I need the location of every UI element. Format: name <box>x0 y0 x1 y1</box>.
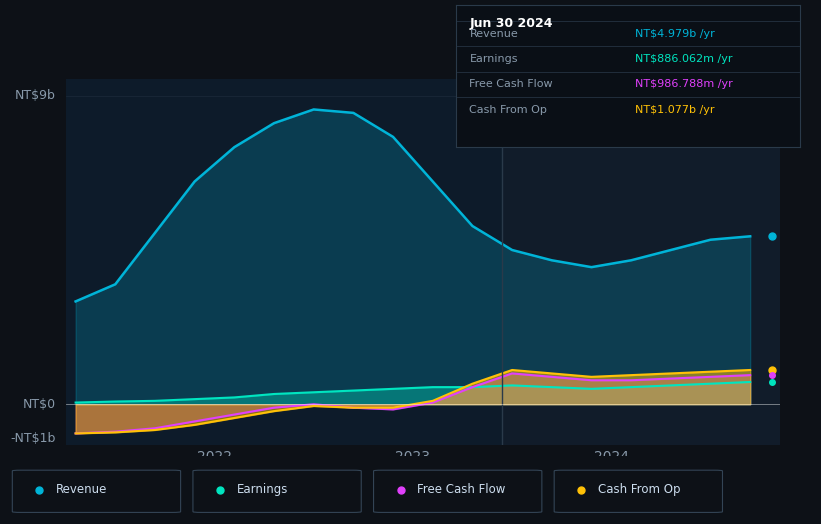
Text: Past: Past <box>750 89 776 102</box>
Text: NT$986.788m /yr: NT$986.788m /yr <box>635 80 732 90</box>
Text: Cash From Op: Cash From Op <box>470 105 548 115</box>
Text: Revenue: Revenue <box>56 484 108 496</box>
Text: Earnings: Earnings <box>236 484 288 496</box>
Text: Revenue: Revenue <box>470 28 518 39</box>
Text: -NT$1b: -NT$1b <box>11 432 56 445</box>
Text: Jun 30 2024: Jun 30 2024 <box>470 17 553 29</box>
Text: Cash From Op: Cash From Op <box>598 484 680 496</box>
Text: Earnings: Earnings <box>470 54 518 64</box>
Bar <box>502 79 780 445</box>
Text: NT$0: NT$0 <box>23 398 56 411</box>
Text: NT$886.062m /yr: NT$886.062m /yr <box>635 54 732 64</box>
Text: NT$1.077b /yr: NT$1.077b /yr <box>635 105 714 115</box>
Text: Free Cash Flow: Free Cash Flow <box>470 80 553 90</box>
Text: Free Cash Flow: Free Cash Flow <box>417 484 506 496</box>
Text: NT$4.979b /yr: NT$4.979b /yr <box>635 28 715 39</box>
Text: NT$9b: NT$9b <box>15 89 56 102</box>
